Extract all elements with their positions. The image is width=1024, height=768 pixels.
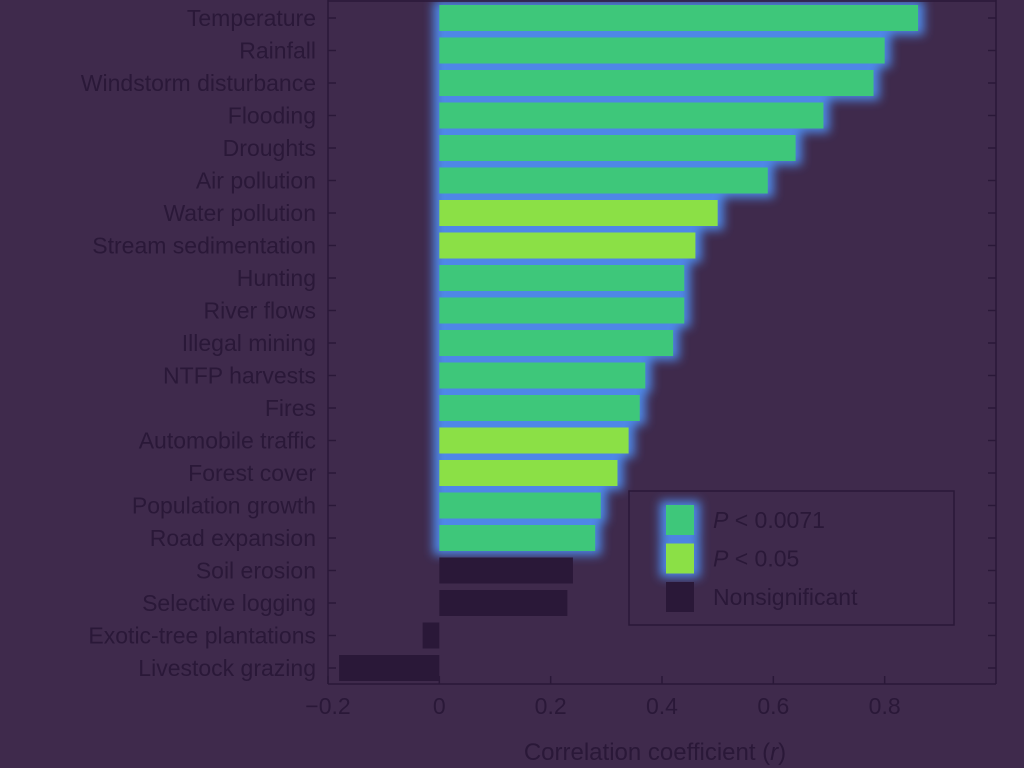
bar [439,200,718,226]
bar [439,265,685,291]
category-label: River flows [204,298,316,324]
bar [439,460,618,486]
legend-swatch [666,505,694,535]
legend-box [628,490,955,626]
bar [439,5,919,31]
bar [439,362,646,389]
legend-label-text: Nonsignificant [713,584,858,610]
legend-swatch [666,582,694,612]
category-label: Forest cover [188,460,316,486]
legend-label-variable: P [713,507,729,533]
category-label: Exotic-tree plantations [88,623,316,649]
legend-label-text: < 0.0071 [728,507,825,533]
bar [439,232,696,259]
category-label: Livestock grazing [138,655,316,681]
category-label: Population growth [132,493,316,519]
x-axis-label-prefix: Correlation coefficient ( [524,739,770,766]
category-label: Soil erosion [196,558,316,584]
bar [439,525,596,551]
category-label: Hunting [237,265,316,291]
legend-label-variable: P [713,546,729,572]
category-label: Fires [265,395,316,421]
bar [439,37,885,64]
category-label: Droughts [223,135,316,161]
category-label: Automobile traffic [139,428,316,454]
legend-swatch [666,543,694,574]
x-tick-labels: −0.2 0 0.2 0.4 0.6 0.8 [305,693,900,719]
category-label: Water pollution [163,200,316,226]
category-labels: Temperature Rainfall Windstorm disturbance… [81,5,317,681]
category-label: Air pollution [196,168,316,194]
bar [439,330,674,356]
x-tick-label: −0.2 [305,693,350,719]
category-label: NTFP harvests [163,363,316,389]
category-label: Temperature [187,5,316,31]
category-label: Rainfall [239,38,316,64]
bar [439,557,573,584]
category-label: Selective logging [142,590,316,616]
legend-label: Nonsignificant [713,584,858,610]
category-label: Flooding [228,103,316,129]
legend-label: P < 0.05 [713,546,799,572]
bar [339,655,440,681]
category-label: Illegal mining [182,330,316,356]
axes-group [327,0,997,685]
x-tick-label: 0.2 [535,693,567,719]
x-axis-label: Correlation coefficient (r) [524,739,786,766]
category-label: Windstorm disturbance [81,70,316,96]
category-label: Road expansion [150,525,316,551]
bar [439,590,568,616]
x-tick-label: 0.8 [869,693,901,719]
x-axis-label-suffix: ) [778,739,786,766]
x-tick-label: 0 [433,693,446,719]
bar [439,395,640,421]
bar [439,297,685,324]
bar [439,427,629,454]
bar [439,135,796,161]
x-tick-label: 0.4 [646,693,678,719]
legend-label: P < 0.0071 [713,507,825,533]
x-axis-label-variable: r [770,739,779,766]
category-label: Stream sedimentation [92,233,316,259]
legend-label-text: < 0.05 [728,546,799,572]
bar [422,622,440,649]
bars-group [339,5,919,681]
bar [439,70,874,96]
bar [439,102,824,129]
x-tick-label: 0.6 [757,693,789,719]
bar [439,167,768,194]
bar [439,492,601,519]
